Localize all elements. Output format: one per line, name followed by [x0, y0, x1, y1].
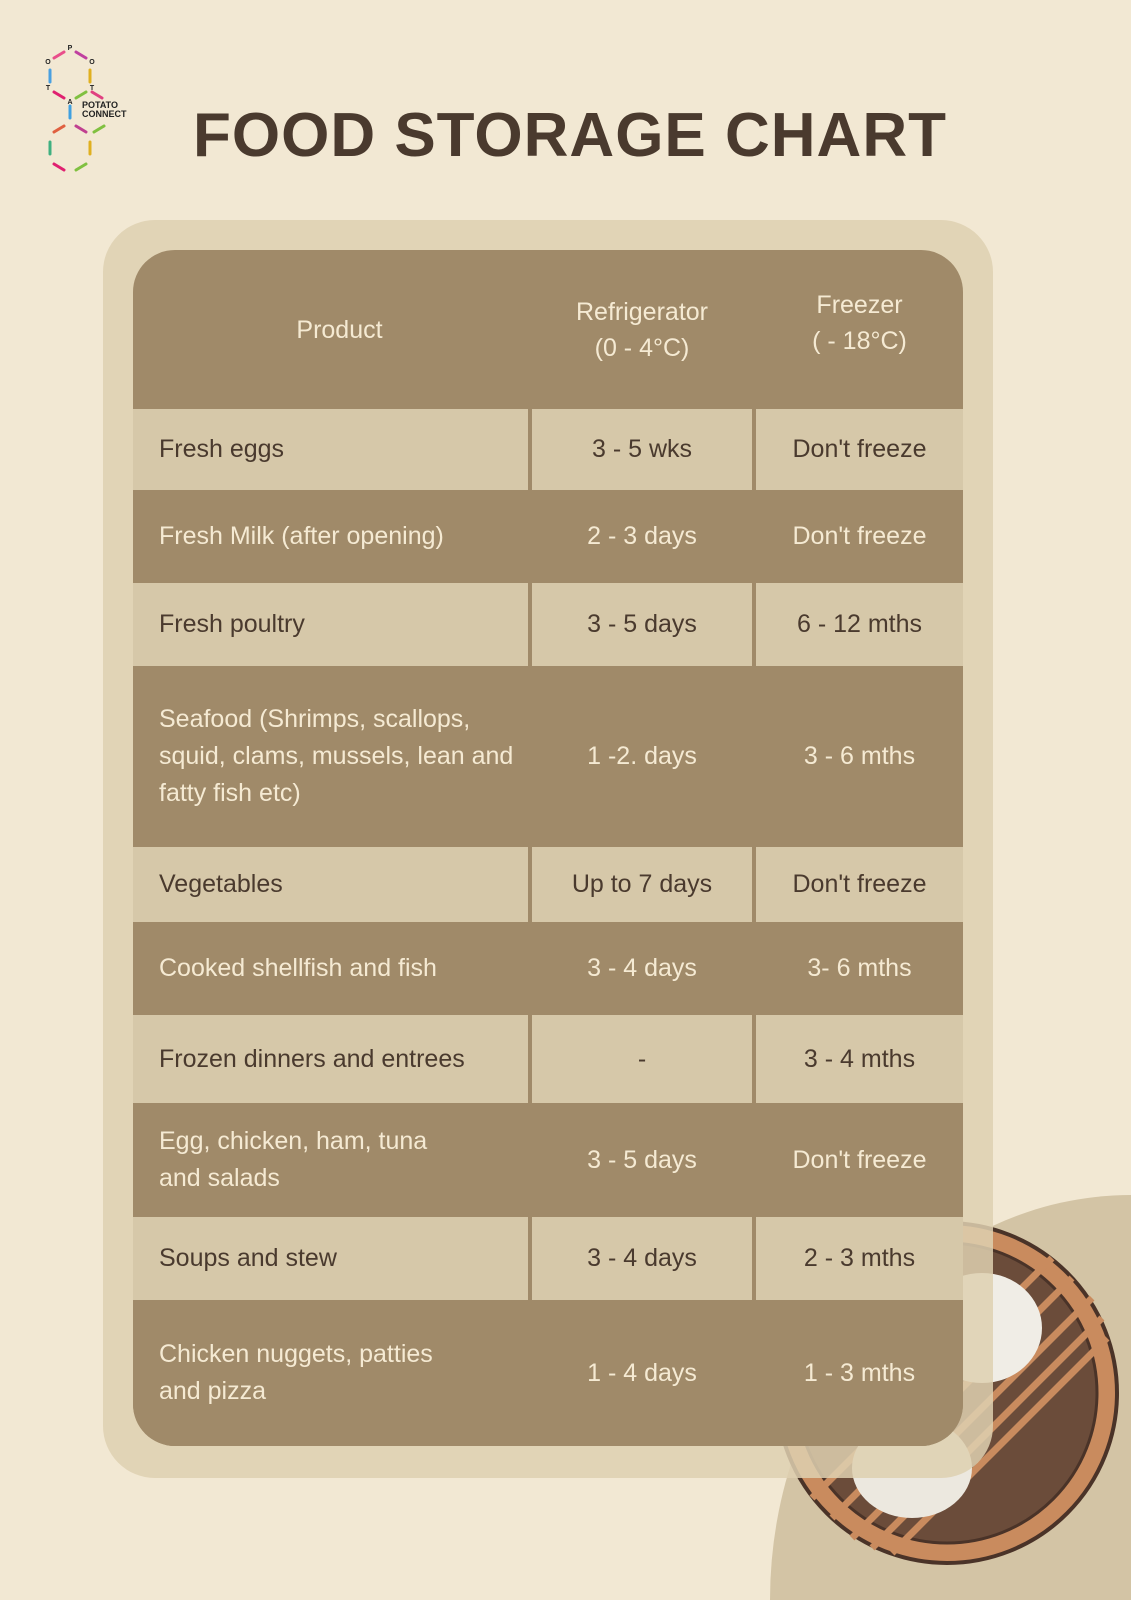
cell-text: Up to 7 days [571, 870, 713, 898]
cell-text: Vegetables [159, 870, 283, 898]
cell-freezer: Don't freeze [756, 847, 963, 922]
header-sublabel: ( - 18°C) [812, 326, 907, 355]
cell-text: Don't freeze [792, 435, 927, 463]
cell-freezer: Don't freeze [756, 1103, 963, 1217]
cell-text: Don't freeze [792, 522, 927, 550]
cell-refrigerator: 1 - 4 days [528, 1300, 756, 1446]
cell-product: Egg, chicken, ham, tuna and salads [133, 1103, 528, 1217]
cell-text: Fresh Milk (after opening) [159, 522, 444, 550]
cell-refrigerator: 3 - 5 wks [528, 409, 756, 490]
cell-text: 1 -2. days [587, 742, 697, 770]
cell-text: - [637, 1044, 647, 1073]
table-row: Chicken nuggets, patties and pizza 1 - 4 … [133, 1300, 963, 1446]
potato-connect-logo: P O O T T A [45, 45, 106, 172]
cell-text: 3 - 4 days [587, 954, 697, 982]
cell-freezer: 1 - 3 mths [756, 1300, 963, 1446]
header-sublabel: (0 - 4°C) [594, 333, 690, 362]
cell-product: Fresh eggs [133, 409, 528, 490]
cell-text: 1 - 3 mths [803, 1358, 916, 1387]
cell-refrigerator: Up to 7 days [528, 847, 756, 922]
cell-text: 3 - 5 wks [591, 435, 693, 463]
cell-text: Fresh eggs [159, 435, 285, 463]
table-header: Product Refrigerator (0 - 4°C) Freezer ( -… [133, 250, 963, 409]
cell-freezer: 2 - 3 mths [756, 1217, 963, 1300]
cell-product: Frozen dinners and entrees [133, 1015, 528, 1103]
table-row: Fresh Milk (after opening) 2 - 3 days Don'… [133, 490, 963, 583]
cell-text: Don't freeze [792, 870, 927, 898]
cell-product: Vegetables [133, 847, 528, 922]
table-row: Frozen dinners and entrees - 3 - 4 mths [133, 1015, 963, 1103]
cell-refrigerator: 3 - 4 days [528, 1217, 756, 1300]
cell-freezer: 3- 6 mths [756, 922, 963, 1015]
header-label: Freezer [816, 290, 903, 319]
cell-text: Soups and stew [159, 1244, 337, 1272]
logo-letter: A [67, 99, 72, 106]
cell-text: Fresh poultry [159, 610, 305, 638]
header-product: Product [133, 250, 528, 409]
table-row: Fresh poultry 3 - 5 days 6 - 12 mths [133, 583, 963, 666]
cell-text: 6 - 12 mths [796, 610, 923, 638]
cell-text: Egg, chicken, ham, tuna and salads [159, 1127, 428, 1192]
cell-text: 3 - 6 mths [803, 742, 916, 770]
header-label: Refrigerator [576, 297, 708, 326]
header-refrigerator: Refrigerator (0 - 4°C) [528, 250, 756, 409]
table-row: Soups and stew 3 - 4 days 2 - 3 mths [133, 1217, 963, 1300]
header-freezer: Freezer ( - 18°C) [756, 250, 963, 409]
logo-letter: T [46, 85, 51, 92]
cell-freezer: 3 - 6 mths [756, 666, 963, 847]
food-storage-table: Product Refrigerator (0 - 4°C) Freezer ( -… [133, 250, 963, 1446]
cell-text: 3 - 4 days [587, 1244, 697, 1272]
cell-refrigerator: 3 - 4 days [528, 922, 756, 1015]
cell-text: Frozen dinners and entrees [159, 1044, 465, 1073]
cell-product: Soups and stew [133, 1217, 528, 1300]
table-row: Egg, chicken, ham, tuna and salads 3 - 5 … [133, 1103, 963, 1217]
logo-letter: P [68, 45, 73, 52]
cell-text: Seafood (Shrimps, scallops, squid, clams… [159, 705, 514, 807]
logo-text: POTATO CONNECT [82, 100, 127, 119]
cell-text: Cooked shellfish and fish [159, 954, 437, 982]
cell-refrigerator: - [528, 1015, 756, 1103]
cell-text: 1 - 4 days [587, 1358, 697, 1387]
cell-refrigerator: 3 - 5 days [528, 583, 756, 666]
page-title: FOOD STORAGE CHART [193, 101, 947, 170]
cell-freezer: 3 - 4 mths [756, 1015, 963, 1103]
cell-text: Chicken nuggets, patties and pizza [159, 1340, 433, 1405]
cell-freezer: Don't freeze [756, 490, 963, 583]
cell-product: Seafood (Shrimps, scallops, squid, clams… [133, 666, 528, 847]
table-row: Seafood (Shrimps, scallops, squid, clams… [133, 666, 963, 847]
cell-product: Fresh Milk (after opening) [133, 490, 528, 583]
cell-text: 3 - 5 days [587, 1145, 697, 1174]
logo-letter: O [45, 59, 51, 66]
table-row: Fresh eggs 3 - 5 wks Don't freeze [133, 409, 963, 490]
cell-product: Cooked shellfish and fish [133, 922, 528, 1015]
cell-refrigerator: 1 -2. days [528, 666, 756, 847]
cell-product: Fresh poultry [133, 583, 528, 666]
cell-text: 2 - 3 mths [803, 1244, 916, 1272]
cell-refrigerator: 3 - 5 days [528, 1103, 756, 1217]
cell-freezer: Don't freeze [756, 409, 963, 490]
logo-letter: O [89, 59, 95, 66]
cell-text: 3 - 5 days [587, 610, 697, 638]
logo-letter: T [90, 85, 95, 92]
cell-text: 2 - 3 days [587, 522, 697, 550]
cell-product: Chicken nuggets, patties and pizza [133, 1300, 528, 1446]
cell-text: 3- 6 mths [807, 954, 912, 982]
cell-text: Don't freeze [792, 1145, 927, 1174]
header-label: Product [296, 315, 383, 344]
table-row: Cooked shellfish and fish 3 - 4 days 3- 6 … [133, 922, 963, 1015]
cell-text: 3 - 4 mths [803, 1044, 916, 1073]
cell-refrigerator: 2 - 3 days [528, 490, 756, 583]
cell-freezer: 6 - 12 mths [756, 583, 963, 666]
table-row: Vegetables Up to 7 days Don't freeze [133, 847, 963, 922]
